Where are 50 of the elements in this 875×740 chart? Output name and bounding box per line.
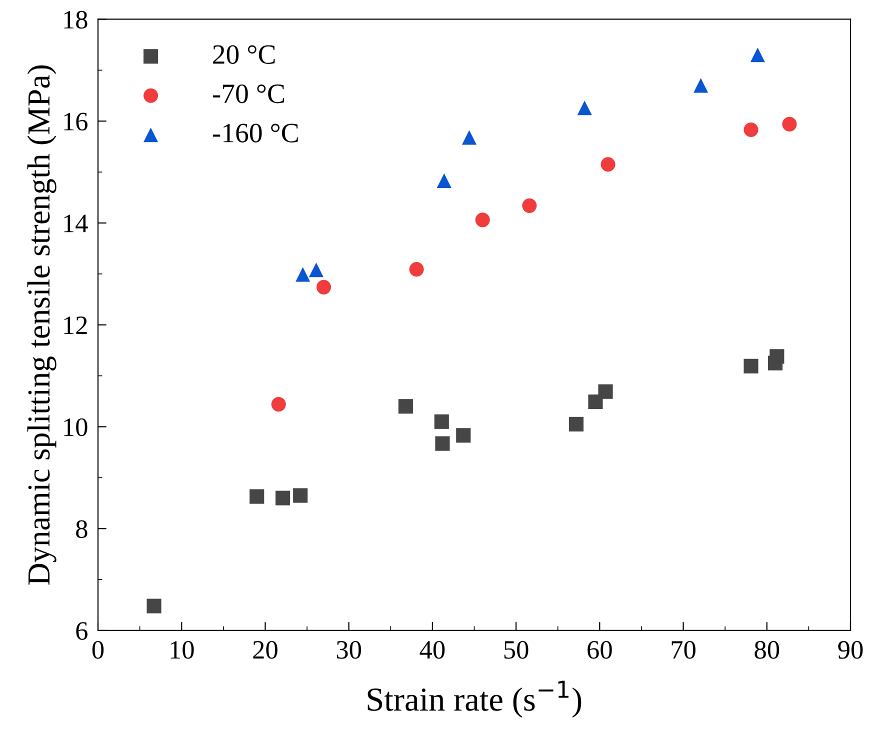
point	[146, 598, 162, 614]
point	[435, 436, 450, 451]
point	[462, 130, 477, 145]
point	[577, 100, 592, 116]
point	[770, 349, 784, 364]
point	[600, 157, 616, 172]
point	[744, 358, 758, 374]
y-axis-title: Dynamic splitting tensile strength (MPa)	[27, 65, 56, 585]
point	[275, 490, 290, 506]
y-tick-label: 10	[64, 418, 88, 436]
x-tick-label: 20	[253, 640, 278, 659]
legend-label: -160 °C	[212, 124, 298, 142]
y-tick-label: 8	[76, 520, 88, 538]
point	[271, 397, 286, 412]
x-tick-label: 10	[170, 640, 194, 659]
point	[398, 399, 413, 414]
point	[568, 416, 584, 432]
x-tick-label: 0	[92, 640, 104, 659]
legend-label: 20 °C	[213, 45, 275, 64]
point	[588, 394, 603, 410]
point	[308, 262, 324, 278]
x-tick-label: 70	[672, 640, 696, 659]
point	[250, 489, 264, 504]
point	[782, 116, 797, 132]
point	[750, 48, 765, 62]
point	[475, 212, 490, 228]
point	[436, 173, 452, 188]
y-tick-label: 18	[64, 10, 88, 29]
x-axis-title: Strain rate (s$^{−1}$)	[368, 680, 582, 718]
legend-label: -70 °C	[212, 84, 284, 104]
point	[409, 262, 424, 277]
point	[694, 78, 708, 93]
point	[434, 414, 449, 429]
y-tick-label: 12	[64, 316, 87, 334]
x-tick-label: 80	[754, 640, 780, 659]
point	[522, 198, 537, 213]
y-tick-label: 14	[64, 214, 88, 232]
point	[293, 488, 308, 503]
point	[316, 280, 332, 294]
y-tick-label: 16	[64, 112, 88, 131]
point	[296, 267, 310, 282]
point	[456, 428, 471, 443]
x-tick-label: 50	[504, 640, 528, 659]
point	[744, 122, 758, 138]
y-tick-label: 6	[76, 622, 88, 640]
x-tick-label: 40	[420, 640, 445, 659]
x-tick-label: 90	[838, 640, 863, 659]
x-tick-label: 30	[336, 640, 362, 659]
x-tick-label: 60	[588, 640, 612, 659]
point	[598, 384, 613, 399]
